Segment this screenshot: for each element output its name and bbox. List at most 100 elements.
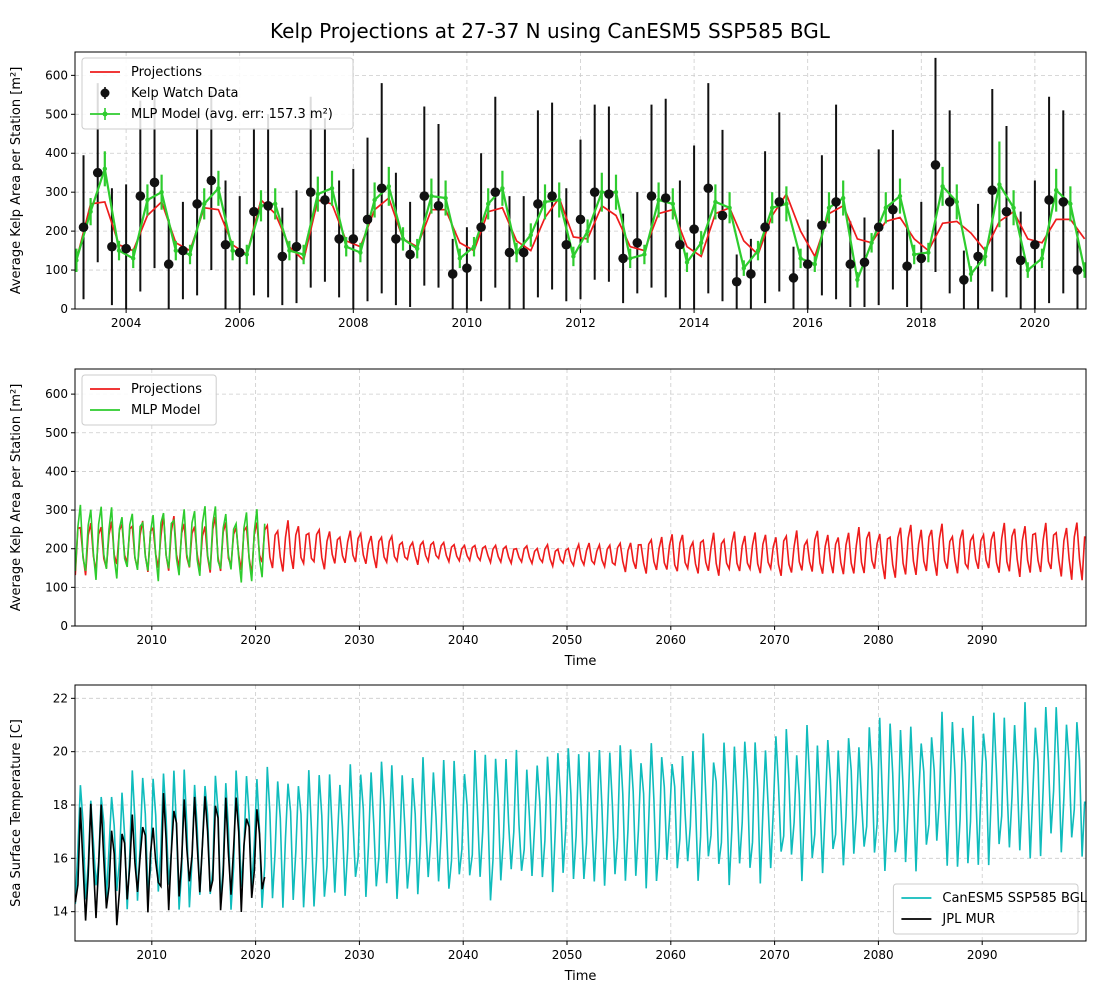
x-tick-label: 2060 — [656, 948, 687, 962]
x-tick-label: 2090 — [967, 633, 998, 647]
middle-x-axis-label: Time — [564, 654, 597, 669]
mlp-point — [642, 252, 647, 257]
x-tick-label: 2020 — [240, 948, 271, 962]
legend-label: Projections — [131, 65, 202, 80]
y-tick-label: 14 — [53, 905, 68, 919]
y-tick-label: 400 — [45, 146, 68, 160]
kelp-watch-point — [1087, 257, 1097, 267]
mlp-point — [486, 201, 491, 207]
mlp-point — [258, 203, 264, 209]
jpl-mur-line — [75, 793, 266, 926]
kelp-watch-point — [1044, 195, 1054, 205]
kelp-watch-point — [703, 183, 714, 194]
bottom-plot-area — [75, 702, 1086, 926]
mlp-point — [287, 248, 292, 253]
y-tick-label: 20 — [53, 745, 68, 759]
kelp-watch-point — [376, 183, 387, 194]
axes-frame — [74, 51, 1087, 310]
kelp-watch-point — [817, 220, 827, 231]
x-tick-label: 2080 — [863, 633, 894, 647]
kelp-watch-point — [831, 197, 841, 207]
mlp-point — [131, 256, 136, 261]
mlp-point — [585, 228, 590, 234]
kelp-watch-point — [944, 197, 955, 207]
mlp-point — [1011, 205, 1016, 210]
y-tick-label: 100 — [45, 580, 68, 594]
kelp-watch-point — [1001, 206, 1012, 217]
middle-legend: Projections MLP Model — [81, 374, 217, 426]
bottom-panel: 2010 2020 2030 2040 2050 2060 2070 2080 2090 14 16… — [9, 684, 1088, 984]
x-tick-label: 2010 — [137, 948, 168, 962]
x-tick-label: 2006 — [224, 316, 255, 330]
kelp-watch-point — [774, 197, 785, 207]
kelp-watch-point — [490, 187, 501, 197]
mlp-point — [869, 240, 874, 246]
y-tick-label: 300 — [45, 503, 68, 517]
kelp-watch-point — [788, 273, 799, 283]
kelp-watch-point — [916, 253, 927, 264]
x-tick-label: 2070 — [759, 948, 790, 962]
top-axes: 2004 2006 2008 2010 2012 2014 2016 2018 2020 0 100… — [45, 51, 1087, 330]
legend-label: CanESM5 SSP585 BGL — [942, 891, 1087, 906]
mlp-point — [230, 248, 235, 253]
kelp-watch-point — [291, 241, 302, 252]
legend-marker — [102, 111, 108, 117]
mlp-point — [713, 199, 718, 205]
mlp-model-line — [75, 504, 266, 583]
mlp-point — [386, 184, 392, 189]
bottom-legend: CanESM5 SSP585 BGL JPL MUR — [892, 883, 1088, 935]
kelp-watch-point — [249, 206, 259, 217]
kelp-watch-point — [163, 259, 174, 270]
kelp-watch-point — [419, 191, 430, 201]
mlp-model-line — [75, 168, 1086, 284]
kelp-watch-point — [1058, 197, 1069, 207]
kelp-watch-point — [178, 245, 188, 256]
x-tick-label: 2020 — [240, 633, 271, 647]
mlp-point — [926, 250, 931, 255]
kelp-watch-point — [1030, 239, 1040, 250]
kelp-watch-point — [447, 269, 458, 279]
mlp-point — [344, 244, 349, 249]
mlp-point — [997, 182, 1002, 187]
kelp-watch-point — [220, 239, 231, 250]
middle-panel: 2010 2020 2030 2040 2050 2060 2070 2080 2090 0 100… — [9, 368, 1087, 669]
y-tick-label: 600 — [45, 387, 68, 401]
kelp-watch-point — [859, 257, 870, 268]
kelp-watch-point — [348, 234, 359, 244]
legend-label: MLP Model — [131, 403, 200, 418]
kelp-watch-point — [121, 243, 131, 254]
mlp-point — [187, 252, 193, 257]
mlp-point — [656, 197, 661, 203]
x-tick-label: 2020 — [1020, 316, 1051, 330]
mlp-point — [244, 252, 250, 257]
axes-frame — [74, 684, 1087, 942]
kelp-watch-point — [987, 185, 998, 196]
mlp-point — [159, 189, 164, 195]
mlp-point — [145, 197, 150, 203]
kelp-watch-point — [888, 204, 898, 215]
mlp-point — [116, 248, 122, 253]
legend-box — [892, 883, 1079, 935]
mlp-point — [301, 252, 306, 257]
kelp-watch-point — [689, 224, 699, 234]
middle-axes: 2010 2020 2030 2040 2050 2060 2070 2080 2090 0 100… — [45, 368, 1087, 647]
mlp-point — [613, 189, 619, 195]
kelp-watch-point — [405, 249, 415, 260]
kelp-watch-point — [149, 177, 160, 188]
kelp-watch-point — [107, 241, 117, 252]
mlp-point — [840, 195, 846, 201]
legend-marker — [100, 88, 110, 98]
kelp-watch-point — [618, 253, 628, 264]
mlp-point — [968, 271, 974, 277]
mlp-point — [315, 191, 321, 197]
mlp-point — [684, 260, 690, 265]
mlp-point — [528, 232, 534, 238]
x-tick-label: 2030 — [344, 948, 375, 962]
kelp-watch-point — [930, 160, 941, 170]
x-tick-label: 2030 — [344, 633, 375, 647]
x-tick-label: 2070 — [759, 633, 790, 647]
bottom-x-axis-label: Time — [564, 969, 597, 984]
mlp-point — [400, 236, 406, 242]
kelp-watch-point — [675, 239, 685, 250]
